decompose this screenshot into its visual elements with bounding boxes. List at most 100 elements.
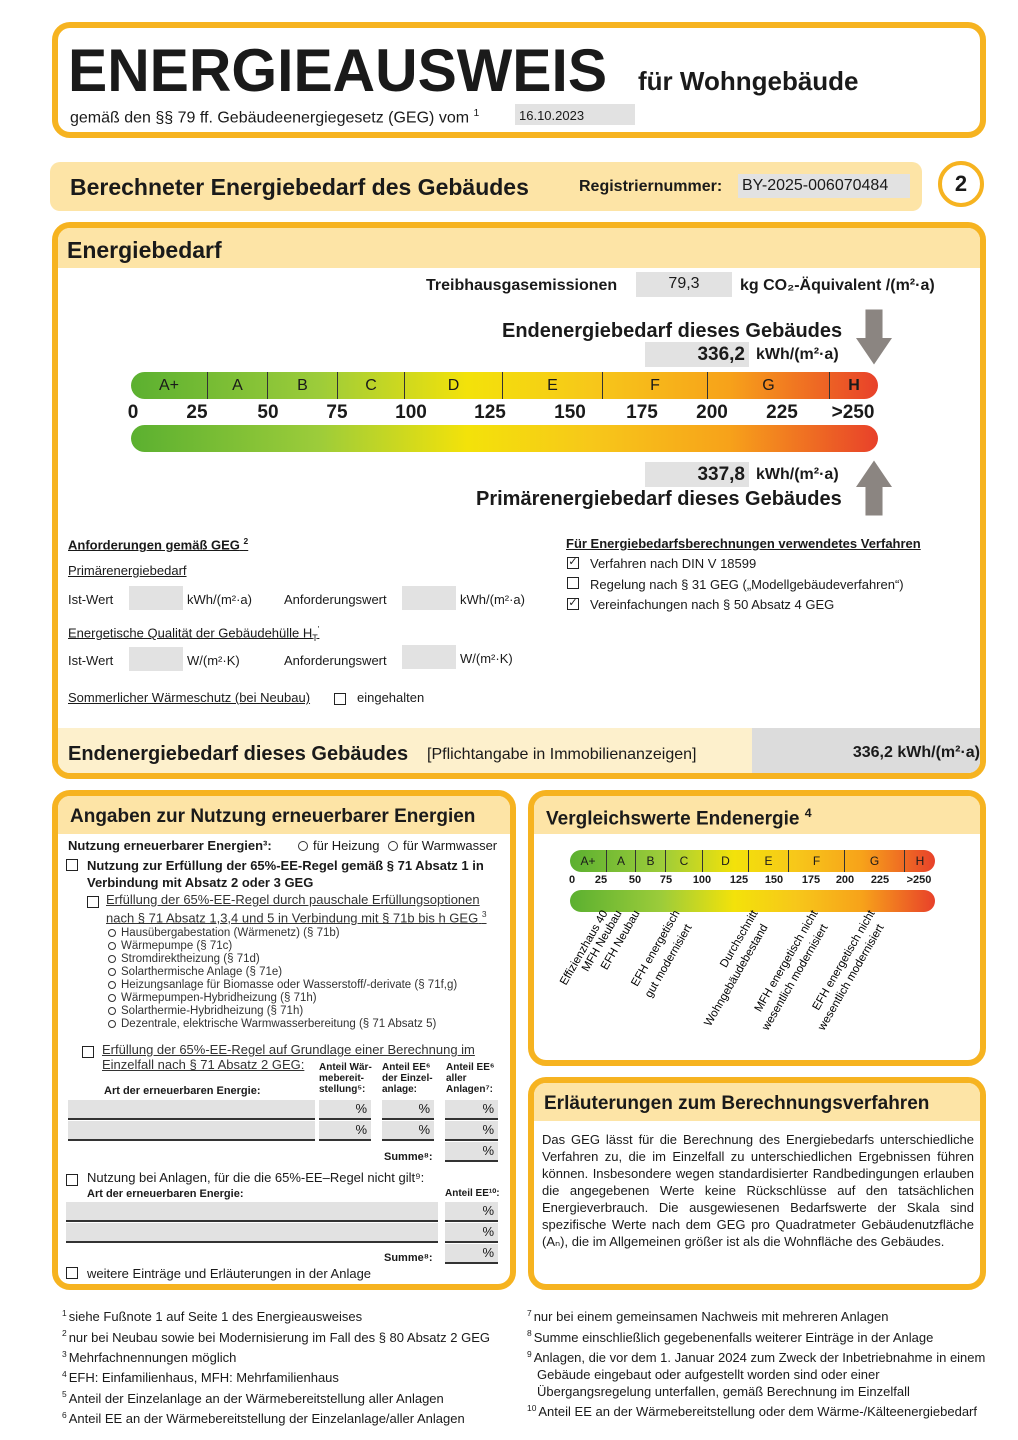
percent-field[interactable]: %	[319, 1100, 371, 1120]
radio-icon[interactable]	[388, 841, 398, 851]
radio-icon[interactable]	[108, 994, 116, 1002]
percent-field[interactable]: %	[445, 1202, 498, 1222]
scale-tick-label: >250	[831, 402, 875, 423]
energy-type-field[interactable]	[66, 1202, 438, 1222]
end-energy-value: 336,2	[645, 342, 749, 367]
envelope-sub: T	[312, 632, 318, 643]
method-checkbox-din[interactable]: ✓	[567, 556, 579, 569]
scale-tick-label: 175	[801, 874, 821, 886]
comparison-box: Vergleichswerte Endenergie 4	[528, 790, 986, 1066]
option-label: Solarthermie-Hybridheizung (§ 71h)	[121, 1005, 304, 1017]
pauschal-label: Erfüllung der 65%-EE-Regel durch pauscha…	[106, 892, 506, 925]
rule65-checkbox[interactable]	[66, 859, 78, 871]
radio-icon[interactable]	[108, 942, 116, 950]
footnote: 6 Anteil EE an der Wärmebereitstellung de…	[62, 1407, 522, 1427]
class-label: G	[762, 377, 775, 394]
class-label: A	[616, 854, 625, 868]
footnote-text: Anteil EE an der Wärmebereitstellung der…	[68, 1410, 465, 1426]
anteil-ee-label: Anteil EE¹⁰:	[445, 1188, 500, 1199]
class-label: C	[679, 854, 689, 868]
primary-energy-value: 337,8	[645, 462, 749, 487]
envelope-anf-field[interactable]	[402, 645, 456, 669]
option-item[interactable]: Wärmepumpen-Hybridheizung (§ 71h)	[108, 992, 457, 1005]
option-item[interactable]: Dezentrale, elektrische Warmwasserbereit…	[108, 1018, 457, 1031]
further-checkbox[interactable]	[66, 1267, 78, 1279]
scale-tick-label: 50	[257, 402, 279, 423]
radio-icon[interactable]	[108, 968, 116, 976]
radio-icon[interactable]	[108, 1020, 116, 1028]
radio-icon[interactable]	[298, 841, 308, 851]
option-item[interactable]: Solarthermie-Hybridheizung (§ 71h)	[108, 1005, 457, 1018]
class-segment: C	[666, 850, 703, 872]
primary-energy-label: Primärenergiebedarf dieses Gebäudes	[476, 488, 842, 510]
percent-field[interactable]: %	[382, 1100, 434, 1120]
radio-icon[interactable]	[108, 955, 116, 963]
primary-ist-field[interactable]	[129, 586, 183, 610]
footnote: 3 Mehrfachnennungen möglich	[62, 1346, 522, 1366]
einzelfall-checkbox[interactable]	[82, 1046, 94, 1058]
class-label: E	[764, 854, 773, 868]
footnote-number: 10	[527, 1402, 537, 1413]
percent-field[interactable]: %	[445, 1223, 498, 1243]
footnote: 8 Summe einschließlich gegebenenfalls wei…	[527, 1325, 987, 1345]
option-water[interactable]: für Warmwasser	[388, 838, 497, 853]
class-segment: A	[208, 372, 268, 399]
method-label: Regelung nach § 31 GEG („Modellgebäudeve…	[590, 577, 904, 592]
option-item[interactable]: Wärmepumpe (§ 71c)	[108, 940, 457, 953]
scale-tick-label: 225	[870, 874, 890, 886]
registration-number-field[interactable]: BY-2025-006070484	[738, 174, 910, 198]
class-segment: E	[749, 850, 789, 872]
radio-icon[interactable]	[108, 1007, 116, 1015]
radio-icon[interactable]	[108, 981, 116, 989]
scale-tick-label: 100	[692, 874, 712, 886]
energy-type-field[interactable]	[68, 1121, 315, 1141]
class-label: A+	[580, 854, 596, 868]
anforderungswert-label: Anforderungswert	[284, 653, 387, 668]
scale-tick-label: 25	[594, 874, 608, 886]
date-field[interactable]: 16.10.2023	[515, 104, 635, 125]
not-applicable-checkbox[interactable]	[66, 1174, 78, 1186]
renewables-header: Angaben zur Nutzung erneuerbarer Energie…	[58, 796, 510, 834]
pauschal-checkbox[interactable]	[87, 896, 99, 908]
scale-tick-label: 0	[127, 402, 139, 423]
class-segment: E	[503, 372, 603, 399]
percent-field[interactable]: %	[445, 1100, 498, 1120]
scale-tick-label: 150	[554, 402, 586, 423]
method-checkbox-model[interactable]	[567, 577, 579, 589]
option-item[interactable]: Stromdirektheizung (§ 71d)	[108, 953, 457, 966]
percent-field[interactable]: %	[445, 1121, 498, 1141]
footnote-number: 7	[527, 1308, 532, 1318]
percent-field[interactable]: %	[382, 1121, 434, 1141]
summe-field[interactable]: %	[445, 1244, 498, 1264]
col-heat-share: Anteil Wär- mebereit- stellung⁵:	[319, 1062, 372, 1095]
class-label: A	[232, 377, 243, 394]
scale-tick-label: >250	[906, 874, 932, 886]
further-label: weitere Einträge und Erläuterungen in de…	[87, 1266, 372, 1281]
energy-type-field[interactable]	[68, 1100, 315, 1120]
scale-tick-label: 50	[628, 874, 642, 886]
radio-icon[interactable]	[108, 929, 116, 937]
option-heating[interactable]: für Heizung	[298, 838, 379, 853]
option-item[interactable]: Solarthermische Anlage (§ 71e)	[108, 966, 457, 979]
summe-field[interactable]: %	[445, 1142, 498, 1162]
class-label: A+	[158, 377, 179, 394]
percent-field[interactable]: %	[319, 1121, 371, 1141]
renewables-title: Angaben zur Nutzung erneuerbarer Energie…	[70, 806, 476, 827]
primary-anf-field[interactable]	[402, 586, 456, 610]
method-checkbox-simplified[interactable]: ✓	[567, 597, 579, 610]
class-label: B	[646, 854, 655, 868]
rule65-label: Nutzung zur Erfüllung der 65%-EE-Regel g…	[87, 858, 484, 890]
envelope-ist-field[interactable]	[129, 647, 183, 671]
envelope-label: Energetische Qualität der Gebäudehülle H…	[68, 624, 319, 643]
footnote-text: nur bei einem gemeinsamen Nachweis mit m…	[533, 1309, 889, 1325]
summer-protection-label: Sommerlicher Wärmeschutz (bei Neubau)	[68, 690, 311, 705]
summer-protection-checkbox[interactable]	[334, 693, 346, 705]
energy-type-field[interactable]	[66, 1223, 438, 1243]
comparison-header: Vergleichswerte Endenergie 4	[534, 796, 980, 834]
class-segment: A+	[131, 372, 208, 399]
gradient-bar	[131, 425, 878, 452]
section-band: Berechneter Energiebedarf des Gebäudes R…	[50, 162, 922, 211]
option-item[interactable]: Heizungsanlage für Biomasse oder Wassers…	[108, 979, 457, 992]
option-item[interactable]: Hausübergabestation (Wärmenetz) (§ 71b)	[108, 927, 457, 940]
